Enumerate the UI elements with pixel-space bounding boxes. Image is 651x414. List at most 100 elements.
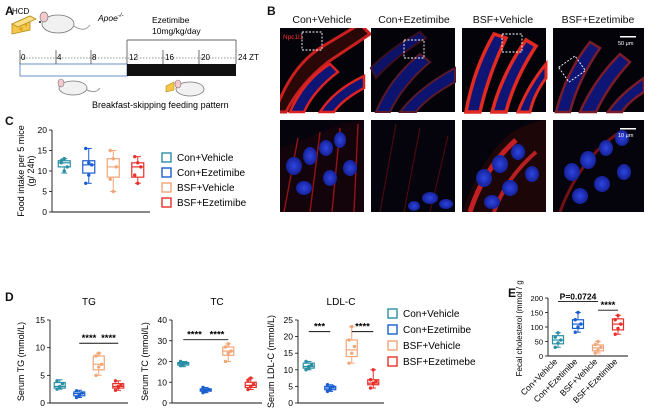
y-tick-label: 30 (158, 336, 168, 346)
data-point (113, 379, 118, 383)
data-point (90, 163, 94, 167)
data-point (55, 379, 59, 383)
micrograph-col-title-2: Con+Ezetimibe (378, 14, 450, 26)
micrograph-bsf-vehicle (462, 28, 548, 114)
data-point (178, 363, 183, 368)
significance-label: *** (314, 322, 325, 333)
data-point (352, 344, 357, 349)
panel-label-c: C (5, 114, 14, 128)
data-point (593, 351, 597, 355)
chart-title: TC (210, 297, 223, 308)
legend-item: Con+Ezetimibe (403, 325, 472, 336)
y-tick-label: 10 (38, 166, 48, 176)
data-point (596, 348, 600, 352)
data-point (616, 326, 620, 331)
y-tick-label: 15 (36, 315, 46, 325)
chart-food-intake: 0 5 10 15 20 Food intake per 5 mice (g/ 24h) Co… (16, 125, 247, 217)
data-point (65, 165, 69, 169)
y-axis-label: Serum TG (mmol/L) (16, 322, 26, 401)
data-point (573, 330, 577, 334)
micrograph-grid: Npc1l1 50 μm (280, 28, 644, 212)
data-point (97, 365, 101, 369)
data-point (573, 318, 577, 322)
data-point (553, 335, 557, 339)
data-point (251, 382, 256, 387)
micrograph-con-vehicle: Npc1l1 (280, 28, 373, 114)
data-point (328, 388, 332, 392)
data-point (576, 325, 580, 329)
data-point (613, 318, 617, 322)
chart-serum-tc: 0 10 20 30 40 Serum TC (mmol/L) TC **** **** (140, 297, 262, 408)
data-point (114, 165, 118, 169)
data-point (307, 366, 311, 370)
legend-d: Con+Vehicle Con+Ezetimibe BSF+Vehicle BSF+E… (387, 308, 476, 368)
data-point (99, 362, 104, 366)
y-axis-label: Fecal cholesterol (mmol / g) (515, 280, 524, 376)
tick-label-8: 8 (92, 53, 97, 62)
micrograph-zoom-bsf-vehicle (462, 120, 546, 212)
data-point (229, 349, 233, 353)
data-point (58, 385, 62, 390)
scale-bar-bottom: 10 μm (618, 133, 634, 139)
cheese-icon (11, 15, 37, 35)
y-tick-label: 200 (530, 294, 543, 303)
y-axis-label: Serum TC (mmol/L) (140, 322, 150, 401)
legend-swatch (387, 308, 398, 319)
data-point (97, 351, 101, 355)
data-point (178, 359, 183, 364)
pattern-label: Breakfast-skipping feeding pattern (92, 100, 229, 110)
significance-label: **** (210, 330, 225, 341)
data-point (576, 310, 580, 315)
y-axis-label: Serum LDL-C (mmol/L) (266, 315, 276, 408)
data-point (60, 381, 65, 386)
data-point (249, 384, 253, 389)
micrograph-bsf-ezetimibe: 50 μm (553, 28, 644, 114)
chart-title: LDL-C (327, 297, 356, 308)
y-tick-label: 150 (530, 309, 543, 318)
y-tick-label: 20 (284, 332, 294, 342)
data-point (616, 313, 620, 318)
chart-title: TG (82, 297, 96, 308)
data-point (87, 173, 91, 177)
y-tick-label: 40 (158, 315, 168, 325)
legend-item: BSF+Vehicle (403, 341, 461, 352)
data-point (613, 332, 617, 336)
data-point (226, 342, 230, 346)
significance-label: **** (601, 300, 616, 311)
y-tick-label: 20 (38, 125, 48, 135)
y-tick-label: 5 (40, 370, 45, 380)
data-point (226, 351, 230, 355)
data-point (371, 368, 375, 372)
data-point (368, 378, 373, 382)
micrograph-zoom-bsf-ezetimibe: 10 μm (553, 120, 644, 212)
tick-label-20: 20 (201, 53, 210, 62)
legend-item: BSF+Ezetimebe (403, 357, 476, 368)
data-point (347, 361, 351, 365)
box-3 (92, 355, 105, 371)
mouse-icon-2 (57, 78, 101, 96)
data-point (350, 324, 354, 329)
data-point (139, 165, 143, 169)
data-point (201, 390, 205, 395)
y-tick-label: 25 (284, 315, 294, 325)
y-tick-label: 0 (288, 398, 293, 408)
y-tick-label: 20 (158, 357, 168, 367)
data-point (62, 157, 66, 161)
legend-item: BSF+Ezetimibe (177, 198, 247, 209)
data-point (331, 384, 335, 389)
y-tick-label: 5 (42, 187, 47, 197)
data-point (374, 379, 378, 384)
data-point (304, 368, 308, 372)
legend-swatch (387, 340, 398, 351)
y-tick-label: 0 (539, 352, 543, 361)
data-point (184, 360, 188, 365)
data-point (62, 169, 66, 173)
data-point (55, 387, 59, 391)
y-tick-label: 0 (42, 207, 47, 217)
legend-swatch (161, 152, 172, 163)
data-point (94, 354, 98, 358)
data-point (111, 189, 115, 194)
data-point (619, 322, 623, 326)
panel-label-a: A (5, 4, 14, 18)
data-point (350, 351, 354, 355)
